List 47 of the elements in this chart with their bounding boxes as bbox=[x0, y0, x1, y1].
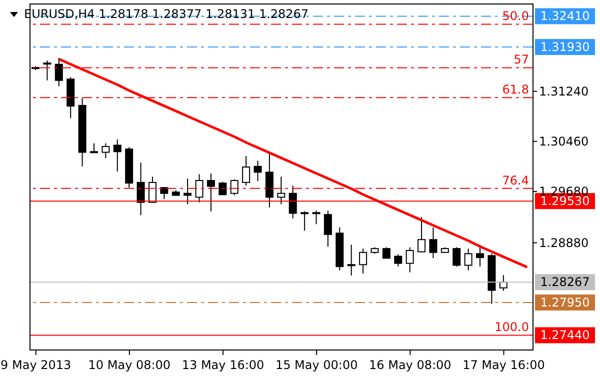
x-tick-label: 15 May 00:00 bbox=[275, 358, 358, 372]
candlestick bbox=[206, 172, 215, 212]
annotation: 57 bbox=[514, 52, 529, 67]
candlestick bbox=[242, 156, 250, 186]
candlestick bbox=[218, 181, 227, 196]
annotation: 76.4 bbox=[502, 173, 529, 188]
y-tick-label: 1.30460 bbox=[539, 134, 589, 149]
candlestick bbox=[195, 174, 204, 203]
candlestick bbox=[102, 142, 110, 159]
annotation: 61.8 bbox=[502, 82, 529, 97]
candlestick bbox=[452, 246, 461, 268]
candlestick bbox=[476, 244, 484, 268]
candlestick bbox=[406, 246, 414, 273]
ref-line-label: 1.31930 bbox=[540, 40, 590, 54]
candlestick bbox=[429, 226, 438, 259]
candlestick bbox=[254, 160, 262, 182]
x-tick-label: 10 May 08:00 bbox=[88, 358, 171, 372]
candlestick bbox=[277, 176, 286, 205]
ref-line-label: 1.28267 bbox=[540, 275, 590, 290]
x-tick-label: 17 May 16:00 bbox=[462, 358, 545, 372]
candlestick bbox=[184, 178, 192, 205]
candlestick bbox=[288, 185, 297, 219]
annotation: 100.0 bbox=[494, 320, 529, 334]
ref-line-label: 1.27440 bbox=[540, 328, 590, 342]
candlestick bbox=[43, 60, 52, 81]
candlestick bbox=[464, 248, 472, 271]
candlestick bbox=[300, 210, 309, 232]
x-tick-label: 9 May 2013 bbox=[0, 358, 72, 372]
candlestick bbox=[230, 178, 238, 196]
ref-line-label: 1.27950 bbox=[540, 295, 590, 310]
y-tick-label: 1.31240 bbox=[539, 84, 589, 99]
candlestick bbox=[312, 210, 320, 225]
ref-line-label: 1.32410 bbox=[540, 9, 590, 24]
candlestick bbox=[160, 187, 168, 200]
candlestick bbox=[136, 162, 145, 216]
candlestick bbox=[54, 57, 63, 87]
candlestick bbox=[113, 138, 122, 172]
candlestick bbox=[394, 254, 402, 268]
candlestick bbox=[499, 274, 508, 292]
x-tick-label: 16 May 08:00 bbox=[369, 358, 452, 372]
y-tick-label: 1.28880 bbox=[539, 236, 589, 250]
candlestick bbox=[324, 210, 332, 248]
x-tick-label: 13 May 16:00 bbox=[182, 358, 264, 372]
candlestick bbox=[359, 248, 368, 274]
candlestick bbox=[347, 244, 356, 276]
candlestick bbox=[382, 246, 390, 259]
candlestick bbox=[418, 216, 426, 253]
